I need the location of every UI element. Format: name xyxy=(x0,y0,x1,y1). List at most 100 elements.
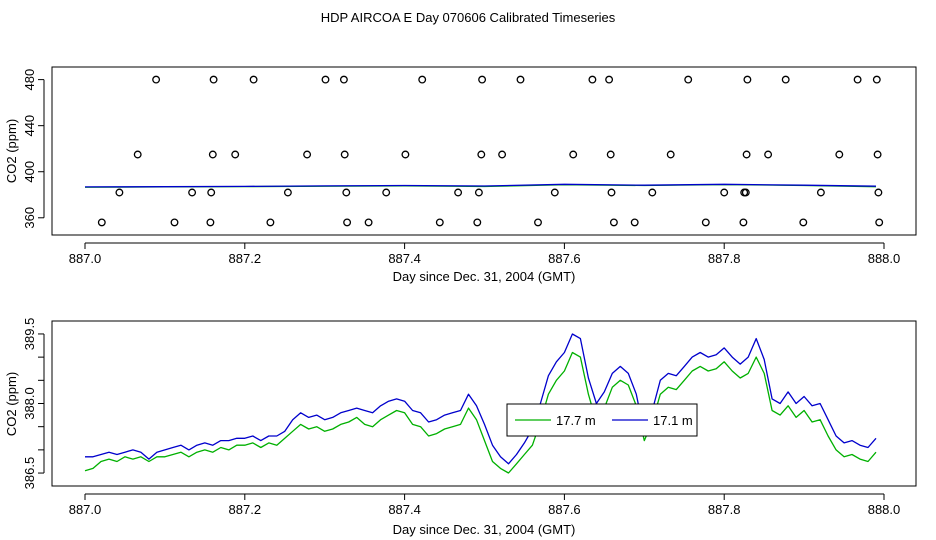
x-tick-label-887-2: 887.2 xyxy=(229,502,262,517)
scatter-point xyxy=(209,75,218,84)
x-tick-label-888-0: 888.0 xyxy=(868,251,901,266)
y-tick-label-360: 360 xyxy=(22,207,37,229)
scatter-point xyxy=(648,188,657,197)
series-lines-bottom xyxy=(84,333,877,474)
y-tick-label-388-0: 388.0 xyxy=(22,387,37,420)
y-tick-label-480: 480 xyxy=(22,69,37,91)
x-tick-label-887-0: 887.0 xyxy=(69,502,102,517)
scatter-point xyxy=(170,218,179,227)
series-line-17-1-m xyxy=(84,183,877,188)
scatter-point xyxy=(605,75,614,84)
scatter-point xyxy=(835,150,844,159)
scatter-point xyxy=(609,218,618,227)
series-lines-top xyxy=(84,183,877,188)
scatter-point xyxy=(799,218,808,227)
scatter-point xyxy=(343,218,352,227)
x-axis-label-top: Day since Dec. 31, 2004 (GMT) xyxy=(393,269,576,284)
scatter-point xyxy=(534,218,542,227)
x-tick-label-888-0: 888.0 xyxy=(868,502,901,517)
page-title: HDP AIRCOA E Day 070606 Calibrated Times… xyxy=(321,10,616,25)
x-tick-label-887-2: 887.2 xyxy=(229,251,262,266)
y-axis-bottom: 386.5 388.0 389.5 xyxy=(22,318,45,490)
y-tick-label-389-5: 389.5 xyxy=(22,318,37,351)
scatter-point xyxy=(872,75,881,84)
scatter-point xyxy=(816,188,825,197)
scatter-point xyxy=(666,150,675,159)
panel-top: 887.0 887.2 887.4 887.6 887.8 888.0 360 400 440… xyxy=(4,66,917,284)
series-line-17-1-m xyxy=(85,333,877,465)
scatter-point xyxy=(382,188,391,197)
scatter-point xyxy=(739,218,748,227)
scatter-point xyxy=(342,188,351,197)
scatter-point xyxy=(588,75,597,84)
y-axis-label-top: CO2 (ppm) xyxy=(4,119,19,183)
x-axis-bottom: 887.0 887.2 887.4 887.6 887.8 888.0 xyxy=(69,493,901,517)
scatter-point xyxy=(454,188,463,197)
x-tick-label-887-8: 887.8 xyxy=(708,251,741,266)
y-axis-label-bottom: CO2 (ppm) xyxy=(4,372,19,436)
scatter-point xyxy=(764,150,773,159)
scatter-point xyxy=(550,188,559,197)
scatter-point xyxy=(266,218,275,227)
scatter-point xyxy=(498,150,507,159)
legend-label-17-7m: 17.7 m xyxy=(556,413,596,428)
series-line-17-7-m xyxy=(84,351,877,474)
y-tick-label-386-5: 386.5 xyxy=(22,457,37,490)
scatter-point xyxy=(339,75,348,84)
scatter-point xyxy=(742,150,751,159)
scatter-point xyxy=(97,218,106,227)
scatter-point xyxy=(435,218,444,227)
x-tick-label-887-6: 887.6 xyxy=(548,502,581,517)
plot-frame-bottom xyxy=(51,320,917,487)
y-tick-label-440: 440 xyxy=(22,115,37,137)
scatter-point xyxy=(283,188,292,197)
scatter-point xyxy=(418,75,427,84)
scatter-point xyxy=(152,75,161,84)
scatter-point xyxy=(853,75,862,84)
scatter-point xyxy=(874,188,883,197)
scatter-point xyxy=(207,188,216,197)
scatter-point xyxy=(781,75,790,84)
scatter-point xyxy=(873,150,882,159)
scatter-point xyxy=(720,188,729,197)
y-axis-top: 360 400 440 480 xyxy=(22,69,45,229)
scatter-point xyxy=(188,188,197,197)
x-tick-label-887-6: 887.6 xyxy=(548,251,581,266)
scatter-point xyxy=(516,75,525,84)
scatter-point xyxy=(875,218,884,227)
legend-label-17-1m: 17.1 m xyxy=(653,413,693,428)
scatter-point xyxy=(133,150,142,159)
scatter-point xyxy=(115,188,124,197)
scatter-points-top xyxy=(97,75,884,227)
scatter-point xyxy=(569,150,578,159)
scatter-point xyxy=(684,75,693,84)
x-tick-label-887-8: 887.8 xyxy=(708,502,741,517)
scatter-point xyxy=(231,150,240,159)
y-tick-label-400: 400 xyxy=(22,161,37,183)
scatter-point xyxy=(208,150,217,159)
scatter-point xyxy=(473,218,482,227)
plot-frame-top xyxy=(51,66,917,236)
scatter-point xyxy=(401,150,410,159)
x-axis-label-bottom: Day since Dec. 31, 2004 (GMT) xyxy=(393,522,576,537)
scatter-point xyxy=(321,75,330,84)
scatter-point xyxy=(303,150,312,159)
scatter-point xyxy=(249,75,258,84)
panel-bottom: 887.0 887.2 887.4 887.6 887.8 888.0 386.5 388.… xyxy=(4,318,917,537)
scatter-point xyxy=(477,150,486,159)
scatter-point xyxy=(340,150,349,159)
scatter-point xyxy=(206,218,215,227)
scatter-point xyxy=(478,75,487,84)
scatter-point xyxy=(741,188,750,197)
scatter-point xyxy=(701,218,710,227)
x-tick-label-887-4: 887.4 xyxy=(388,502,421,517)
scatter-point xyxy=(474,188,483,197)
scatter-point xyxy=(606,150,615,159)
scatter-point xyxy=(630,218,639,227)
x-tick-label-887-0: 887.0 xyxy=(69,251,102,266)
scatter-point xyxy=(607,188,616,197)
x-axis-top: 887.0 887.2 887.4 887.6 887.8 888.0 xyxy=(69,242,901,266)
legend: 17.7 m 17.1 m xyxy=(506,403,698,437)
scatter-point xyxy=(364,218,373,227)
